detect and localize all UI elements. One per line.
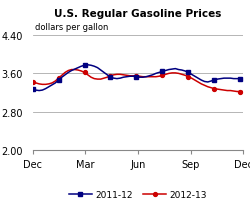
- Line: 2011-12: 2011-12: [30, 64, 244, 93]
- 2011-12: [86, 64, 89, 67]
- Text: dollars per gallon: dollars per gallon: [34, 23, 108, 32]
- Line: 2012-13: 2012-13: [30, 68, 244, 94]
- 2012-13: [199, 83, 202, 86]
- 2011-12: [202, 81, 205, 83]
- Legend: 2011-12, 2012-13: 2011-12, 2012-13: [65, 186, 210, 200]
- 2011-12: [131, 76, 134, 78]
- 2012-13: [241, 91, 244, 93]
- 2012-13: [125, 75, 128, 77]
- 2011-12: [50, 84, 53, 87]
- 2011-12: [102, 72, 105, 74]
- 2011-12: [89, 65, 92, 67]
- 2012-13: [86, 74, 89, 77]
- 2012-13: [47, 83, 50, 86]
- 2012-13: [234, 91, 238, 93]
- 2011-12: [241, 78, 244, 80]
- 2012-13: [70, 69, 73, 71]
- 2011-12: [128, 76, 131, 78]
- 2012-13: [128, 75, 131, 78]
- 2012-13: [99, 79, 102, 81]
- 2012-13: [31, 81, 34, 84]
- 2011-12: [38, 90, 40, 92]
- 2011-12: [31, 88, 34, 91]
- Title: U.S. Regular Gasoline Prices: U.S. Regular Gasoline Prices: [54, 9, 221, 19]
